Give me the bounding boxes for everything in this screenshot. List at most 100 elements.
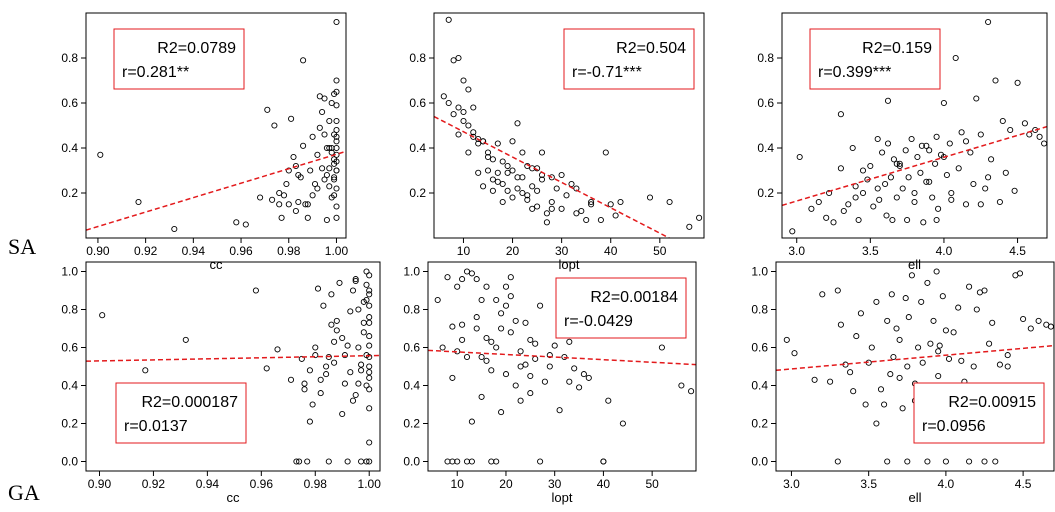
data-point	[678, 382, 685, 389]
data-point	[494, 169, 501, 176]
regression-line	[86, 354, 380, 362]
data-point	[908, 135, 915, 143]
data-point	[366, 374, 373, 381]
data-point	[514, 185, 521, 192]
data-point	[789, 228, 796, 235]
data-point	[319, 165, 326, 172]
data-point	[366, 458, 373, 465]
data-point	[783, 336, 790, 343]
data-point	[276, 189, 283, 197]
data-point	[1016, 270, 1024, 277]
y-tick-label: 0.4	[61, 379, 78, 393]
data-point	[333, 214, 340, 221]
data-point	[333, 317, 340, 324]
data-point	[852, 194, 859, 201]
data-point	[360, 329, 367, 336]
data-point	[323, 371, 330, 378]
data-point	[939, 293, 946, 300]
data-point	[578, 207, 585, 215]
data-point	[958, 357, 965, 364]
x-tick-label: 0.92	[142, 477, 166, 491]
data-point	[450, 111, 457, 118]
data-point	[328, 291, 335, 298]
data-point	[475, 135, 482, 143]
data-point	[484, 167, 492, 174]
data-point	[514, 120, 521, 127]
data-point	[558, 205, 565, 212]
data-point	[366, 342, 373, 349]
data-point	[918, 142, 925, 149]
data-point	[558, 171, 565, 179]
data-point	[859, 189, 867, 197]
data-point	[312, 344, 319, 351]
data-point	[493, 344, 500, 351]
data-point	[468, 418, 475, 425]
data-point	[985, 174, 992, 181]
data-point	[600, 458, 607, 465]
regression-line	[776, 344, 1054, 372]
plot-frame	[85, 261, 381, 472]
y-tick-label: 0.2	[403, 417, 420, 431]
data-point	[943, 171, 950, 179]
data-point	[475, 169, 482, 176]
data-point	[460, 108, 467, 116]
data-point	[445, 16, 452, 23]
data-point	[325, 458, 332, 465]
data-point	[808, 205, 815, 212]
data-point	[463, 458, 471, 465]
data-point	[502, 302, 510, 309]
data-point	[556, 407, 563, 414]
data-point	[884, 458, 891, 465]
data-point	[333, 327, 340, 334]
data-point	[302, 201, 309, 208]
data-point	[884, 97, 892, 104]
data-point	[815, 198, 822, 206]
data-point	[459, 321, 466, 328]
data-point	[333, 203, 340, 210]
data-point	[489, 187, 496, 194]
data-point	[276, 201, 283, 208]
x-tick-label: 50	[645, 477, 659, 491]
data-point	[850, 388, 857, 395]
data-point	[876, 196, 883, 203]
y-tick-label: 0.2	[61, 417, 78, 431]
data-point	[512, 317, 519, 324]
data-point	[1002, 169, 1009, 176]
data-point	[502, 283, 510, 290]
data-point	[290, 153, 297, 161]
data-point	[493, 458, 500, 465]
data-point	[488, 458, 495, 465]
r-value: r=0.0137	[124, 418, 188, 435]
data-point	[507, 293, 514, 300]
data-point	[507, 329, 514, 336]
data-point	[588, 201, 595, 208]
data-point	[573, 210, 580, 217]
y-tick-label: 0.6	[61, 341, 78, 355]
x-axis-label: ell	[908, 257, 921, 272]
data-point	[524, 192, 531, 199]
data-point	[935, 348, 942, 355]
data-point	[507, 274, 514, 281]
data-point	[935, 372, 942, 380]
data-point	[331, 338, 338, 345]
r-value: r=-0.0429	[564, 313, 633, 330]
data-point	[1004, 363, 1011, 370]
data-point	[309, 401, 316, 408]
data-point	[326, 165, 333, 172]
data-point	[902, 147, 909, 154]
data-point	[893, 325, 900, 332]
data-point	[300, 57, 307, 64]
data-point	[1027, 325, 1034, 332]
data-point	[973, 95, 980, 102]
data-point	[304, 214, 311, 221]
data-point	[333, 18, 340, 26]
data-point	[924, 458, 931, 465]
data-point	[827, 378, 834, 385]
data-points	[99, 268, 373, 465]
x-axis-label: cc	[227, 490, 241, 505]
data-point	[930, 317, 937, 324]
x-tick-label: 0.94	[196, 477, 220, 491]
x-tick-label: 40	[604, 244, 618, 258]
y-tick-label: 1.0	[403, 265, 420, 279]
r-value: r=-0.71***	[572, 64, 642, 81]
